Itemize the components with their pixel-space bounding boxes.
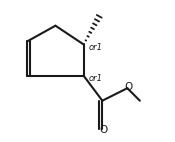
Text: O: O bbox=[125, 82, 133, 92]
Text: or1: or1 bbox=[88, 43, 102, 52]
Text: O: O bbox=[99, 125, 107, 135]
Text: or1: or1 bbox=[88, 74, 102, 83]
